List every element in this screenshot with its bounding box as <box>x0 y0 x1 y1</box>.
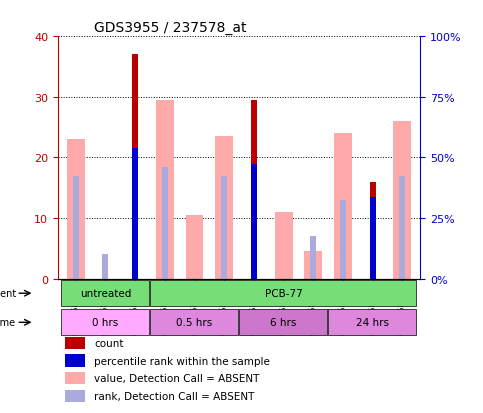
Bar <box>102 255 109 279</box>
Text: GDS3955 / 237578_at: GDS3955 / 237578_at <box>94 21 247 35</box>
Bar <box>239 309 327 336</box>
Bar <box>340 200 346 279</box>
Text: 6 hrs: 6 hrs <box>270 318 297 328</box>
Text: 0.5 hrs: 0.5 hrs <box>176 318 213 328</box>
Bar <box>251 101 257 279</box>
Bar <box>399 176 405 279</box>
Bar <box>369 182 376 279</box>
Bar <box>61 280 149 306</box>
Text: agent: agent <box>0 289 16 299</box>
Bar <box>394 122 412 279</box>
Bar <box>311 237 316 279</box>
Bar <box>185 216 203 279</box>
Text: 24 hrs: 24 hrs <box>356 318 389 328</box>
Bar <box>150 280 416 306</box>
Bar <box>162 167 168 279</box>
Bar <box>328 309 416 336</box>
Text: rank, Detection Call = ABSENT: rank, Detection Call = ABSENT <box>94 391 255 401</box>
Text: value, Detection Call = ABSENT: value, Detection Call = ABSENT <box>94 373 259 383</box>
Bar <box>61 309 149 336</box>
Bar <box>221 176 227 279</box>
Bar <box>65 372 85 385</box>
Bar <box>65 355 85 367</box>
Bar <box>67 140 85 279</box>
Bar <box>65 337 85 349</box>
Bar <box>150 309 238 336</box>
Text: PCB-77: PCB-77 <box>265 289 302 299</box>
Bar <box>156 101 174 279</box>
Text: untreated: untreated <box>80 289 131 299</box>
Text: time: time <box>0 318 16 328</box>
Text: percentile rank within the sample: percentile rank within the sample <box>94 356 270 366</box>
Bar <box>251 164 257 279</box>
Text: 0 hrs: 0 hrs <box>92 318 119 328</box>
Bar <box>304 252 322 279</box>
Bar <box>215 137 233 279</box>
Bar <box>132 149 138 279</box>
Text: count: count <box>94 338 124 348</box>
Bar <box>275 213 293 279</box>
Bar <box>369 197 376 279</box>
Bar <box>65 390 85 402</box>
Bar <box>132 55 138 279</box>
Bar <box>334 134 352 279</box>
Bar <box>73 176 79 279</box>
